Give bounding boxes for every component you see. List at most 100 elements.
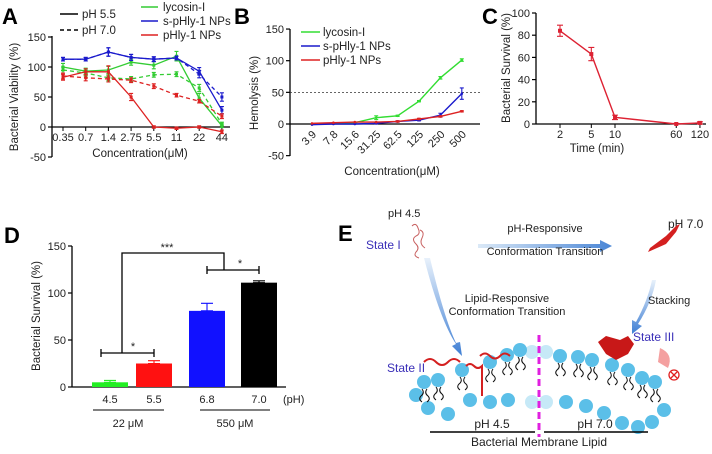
data-point <box>84 57 88 61</box>
stacking-arrow <box>632 280 656 334</box>
lipid-tail <box>457 376 468 391</box>
legend-label: pHly-1 NPs <box>323 55 381 67</box>
legend-label: pH 7.0 <box>82 25 116 37</box>
lipid-head <box>579 399 593 413</box>
data-point <box>417 117 421 121</box>
error-bar <box>104 379 116 383</box>
y-tick-label: 50 <box>272 87 284 99</box>
lipid-head <box>501 393 515 407</box>
unfolded-peptide-icon <box>411 223 426 259</box>
lipid-head <box>417 375 431 389</box>
helix-peptide <box>423 358 461 366</box>
x-tick-label: 5.5 <box>146 394 161 406</box>
data-point <box>152 57 156 61</box>
data-point <box>460 58 464 62</box>
stacking-label: Stacking <box>648 295 690 307</box>
y-axis-label: Hemolysis (%) <box>249 56 261 130</box>
x-tick-label: 5 <box>588 129 594 141</box>
lipid-tail <box>623 376 634 391</box>
helix-peptide <box>465 363 483 396</box>
data-point <box>197 96 201 100</box>
chart-d: 0 50 100 150 Bacterial Survival (%) 4.5 5.5 6.8… <box>31 241 304 430</box>
data-point <box>61 68 65 72</box>
y-tick-label: 150 <box>28 32 46 44</box>
x-tick-label: 62.5 <box>381 129 405 153</box>
lipid-head <box>605 358 619 372</box>
lipid-head <box>483 395 497 409</box>
x-tick-label: 500 <box>447 129 468 150</box>
legend-label: lycosin-I <box>163 2 205 14</box>
significance-label: *** <box>161 242 175 254</box>
panel-label-a: A <box>2 4 18 29</box>
data-point <box>152 73 156 77</box>
y-axis-label: Bacterial Viability (%) <box>9 43 21 152</box>
x-axis-label: Concentration(μM) <box>344 166 440 178</box>
lipid-line2: Conformation Transition <box>449 306 566 318</box>
lipid-transition-arrow <box>424 258 462 356</box>
series-line-5 <box>62 75 223 117</box>
lipid-line1: Lipid-Responsive <box>465 293 549 305</box>
data-point <box>197 125 201 129</box>
x-tick-label: 1.4 <box>101 132 116 144</box>
series-line-2 <box>311 110 462 125</box>
x-tick-label: 2.75 <box>120 132 141 144</box>
data-point <box>61 74 65 78</box>
data-point <box>175 93 178 97</box>
data-point <box>152 63 156 67</box>
bar-1 <box>136 363 172 387</box>
x-tick-label: 44 <box>216 132 228 144</box>
blocked-arrow-icon <box>658 348 670 368</box>
data-point <box>353 120 357 124</box>
data-point <box>460 92 464 95</box>
data-point <box>439 115 442 118</box>
y-axis-label: Bacterial Survival (%) <box>31 261 43 371</box>
lipid-head <box>455 363 469 377</box>
y-axis-label: Bacterial Survival (%) <box>501 13 513 123</box>
data-point <box>84 76 88 80</box>
y-tick-label: 60 <box>518 52 530 64</box>
x-tick-label: 4.5 <box>102 394 117 406</box>
diagram-e: pH-Responsive Conformation Transition pH… <box>366 208 704 449</box>
series-line-4 <box>62 71 223 133</box>
y-tick-label: 100 <box>512 8 530 20</box>
y-tick-label: -50 <box>268 151 284 163</box>
panel-label-d: D <box>4 223 20 248</box>
lipid-head <box>421 401 435 415</box>
data-point <box>106 50 110 54</box>
data-point <box>310 122 314 125</box>
y-tick-label: 0 <box>524 119 530 131</box>
x-tick-label: 3.9 <box>300 129 319 148</box>
x-tick-label: 0.7 <box>78 132 93 144</box>
panel-label-c: C <box>482 4 498 29</box>
x-tick-label: 250 <box>426 129 447 150</box>
x-tick-label: 10 <box>609 129 621 141</box>
lipid-head <box>539 345 553 359</box>
membrane-ph-left: pH 4.5 <box>474 417 510 431</box>
x-tick-label: 0.35 <box>52 132 73 144</box>
data-point <box>353 122 357 126</box>
series-line-0 <box>62 55 223 127</box>
data-point <box>374 116 378 119</box>
lipid-head <box>409 388 423 402</box>
stacked-peptide-icon <box>598 336 634 360</box>
data-point <box>106 77 110 81</box>
data-point <box>439 76 442 80</box>
data-point <box>396 114 399 118</box>
lipid-head <box>657 403 671 417</box>
lipid-head <box>571 350 585 364</box>
lipid-head <box>621 363 635 377</box>
lipid-head <box>441 407 455 421</box>
x-tick-label: 6.8 <box>199 394 214 406</box>
lipid-head <box>648 375 662 389</box>
lipid-tail <box>555 362 566 377</box>
y-tick-label: 50 <box>54 335 66 347</box>
data-point <box>197 86 201 90</box>
data-point <box>175 56 178 60</box>
lipid-head <box>585 353 599 367</box>
series-line-1 <box>62 69 223 125</box>
data-point <box>417 99 421 103</box>
bar-2 <box>189 310 225 387</box>
y-tick-label: -50 <box>30 152 46 164</box>
lipid-tail <box>502 361 513 376</box>
